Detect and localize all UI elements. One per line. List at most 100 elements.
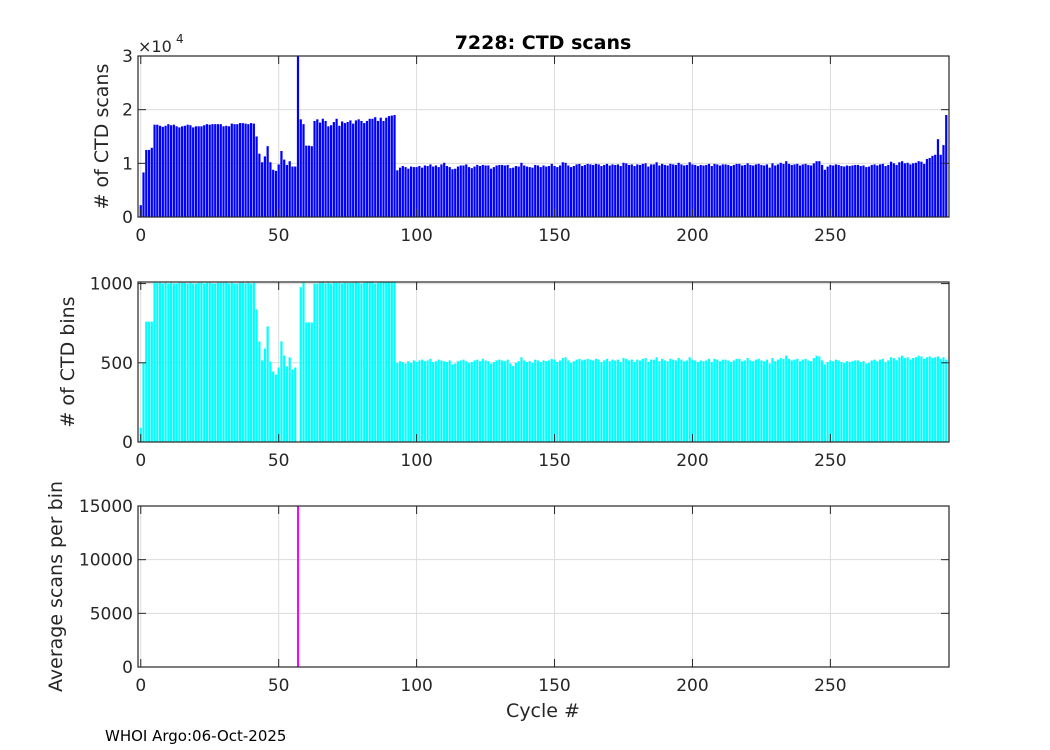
- bar: [807, 360, 810, 442]
- bar: [749, 164, 752, 217]
- bar: [832, 361, 835, 442]
- bar: [481, 358, 484, 442]
- bar: [939, 358, 942, 442]
- bar: [658, 165, 661, 217]
- bar: [608, 361, 611, 442]
- bar: [302, 282, 305, 442]
- bar: [409, 166, 413, 217]
- bar: [393, 282, 396, 442]
- bar: [440, 360, 443, 442]
- bar: [652, 164, 655, 217]
- bar: [390, 282, 393, 442]
- bar: [437, 167, 440, 217]
- bar: [525, 362, 529, 442]
- bar: [407, 361, 410, 442]
- bar: [826, 362, 829, 442]
- bar: [390, 115, 393, 217]
- bar: [495, 360, 498, 442]
- bar: [851, 361, 854, 442]
- bar: [823, 169, 826, 217]
- bar: [942, 145, 945, 217]
- bar: [600, 166, 603, 217]
- bar: [142, 362, 145, 442]
- bar: [586, 163, 589, 217]
- bar: [605, 163, 609, 217]
- bar: [523, 165, 526, 217]
- bar: [798, 165, 802, 217]
- bar: [512, 365, 515, 442]
- bar: [575, 164, 578, 217]
- footer-text: WHOI Argo:06-Oct-2025: [105, 727, 286, 745]
- bar: [329, 125, 333, 217]
- bar: [928, 157, 931, 217]
- bar: [815, 355, 818, 442]
- bar: [633, 166, 636, 217]
- bar: [923, 163, 926, 217]
- bar: [597, 164, 600, 217]
- bar: [556, 362, 559, 442]
- bar: [804, 358, 807, 442]
- bar: [338, 125, 341, 217]
- bar: [923, 358, 926, 442]
- bar: [247, 124, 250, 217]
- bar: [396, 170, 399, 217]
- bar: [346, 122, 349, 217]
- bar: [661, 163, 664, 217]
- bar: [536, 360, 540, 442]
- bar: [283, 355, 286, 442]
- bar: [680, 164, 683, 217]
- bar: [175, 126, 178, 217]
- bar: [776, 359, 780, 442]
- bar: [214, 124, 217, 217]
- bar: [288, 357, 291, 442]
- bar: [603, 360, 606, 442]
- bar: [895, 360, 898, 442]
- bar: [696, 362, 700, 442]
- bar: [462, 359, 465, 442]
- bar: [603, 164, 606, 217]
- bar: [746, 358, 749, 442]
- bar: [227, 126, 231, 217]
- bar: [901, 161, 904, 217]
- bar: [925, 357, 929, 442]
- bar: [404, 167, 407, 217]
- bar: [376, 120, 380, 217]
- bar: [611, 359, 614, 442]
- bar: [859, 362, 862, 442]
- bar: [644, 163, 647, 217]
- bar: [225, 282, 228, 442]
- x-tick-label: 150: [538, 226, 570, 246]
- bar: [583, 164, 586, 217]
- bar: [672, 359, 675, 442]
- scans-panel: 0 50 100 150 200 250 0 1 2 3 # of CTD scans ×10 4: [91, 32, 950, 246]
- bar: [909, 359, 912, 442]
- bar: [194, 126, 198, 217]
- y-axis-label: # of CTD scans: [91, 64, 113, 210]
- bar: [266, 326, 269, 442]
- bar: [553, 359, 556, 442]
- bar: [834, 164, 838, 217]
- bar: [539, 167, 542, 217]
- bar: [564, 357, 567, 442]
- bar: [873, 164, 876, 217]
- bar: [760, 360, 763, 442]
- bar: [241, 123, 244, 217]
- bar: [509, 168, 512, 217]
- bar: [382, 282, 385, 442]
- bar: [727, 360, 730, 442]
- bar: [856, 360, 860, 442]
- bar: [669, 358, 672, 442]
- bar: [912, 358, 915, 442]
- bar: [263, 348, 266, 442]
- bar: [867, 362, 871, 442]
- bar: [881, 358, 884, 442]
- bar: [597, 359, 600, 442]
- bar: [454, 168, 457, 217]
- bar: [887, 164, 890, 217]
- bar: [360, 120, 363, 217]
- bar: [848, 166, 851, 217]
- bar: [636, 164, 639, 217]
- bar: [688, 357, 691, 442]
- bar: [862, 165, 865, 217]
- bar: [313, 283, 316, 442]
